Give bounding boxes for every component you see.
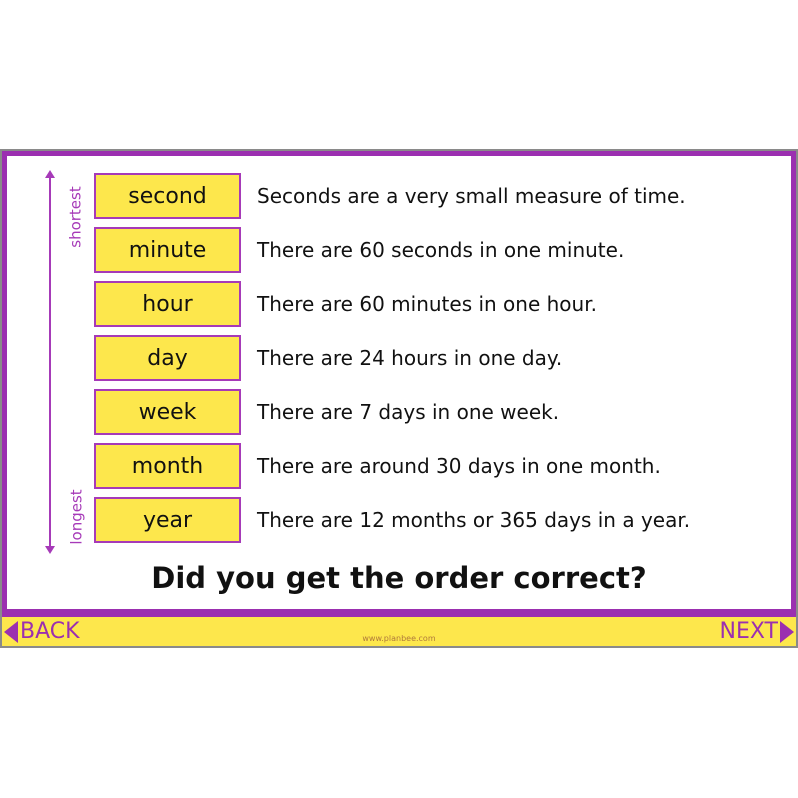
unit-card-hour[interactable]: hour (94, 281, 241, 327)
slide-content: shortest longest second Seconds are a ve… (7, 156, 791, 609)
unit-card-year[interactable]: year (94, 497, 241, 543)
question: Did you get the order correct? (151, 561, 647, 595)
next-arrow-icon (780, 620, 794, 643)
shortest-label: shortest (66, 186, 85, 248)
unit-description: There are around 30 days in one month. (257, 454, 661, 478)
unit-description: There are 60 seconds in one minute. (257, 238, 625, 262)
back-label: BACK (20, 619, 80, 644)
nav-bar: BACK www.planbee.com NEXT (2, 617, 796, 646)
unit-card-minute[interactable]: minute (94, 227, 241, 273)
unit-description: Seconds are a very small measure of time… (257, 184, 686, 208)
site-url: www.planbee.com (362, 634, 436, 643)
unit-description: There are 12 months or 365 days in a yea… (257, 508, 691, 532)
longest-label: longest (67, 489, 86, 545)
unit-card-second[interactable]: second (94, 173, 241, 219)
unit-card-month[interactable]: month (94, 443, 241, 489)
arrow-up-icon (45, 170, 55, 178)
back-arrow-icon (4, 620, 18, 643)
order-arrow (45, 170, 55, 554)
unit-description: There are 7 days in one week. (257, 400, 560, 424)
arrow-down-icon (45, 546, 55, 554)
unit-description: There are 24 hours in one day. (257, 346, 563, 370)
unit-card-day[interactable]: day (94, 335, 241, 381)
slide-border: shortest longest second Seconds are a ve… (2, 151, 796, 646)
back-button[interactable]: BACK (4, 617, 80, 646)
unit-description: There are 60 minutes in one hour. (257, 292, 597, 316)
slide-frame: shortest longest second Seconds are a ve… (0, 149, 798, 648)
next-button[interactable]: NEXT (720, 617, 794, 646)
next-label: NEXT (719, 619, 778, 644)
unit-card-week[interactable]: week (94, 389, 241, 435)
